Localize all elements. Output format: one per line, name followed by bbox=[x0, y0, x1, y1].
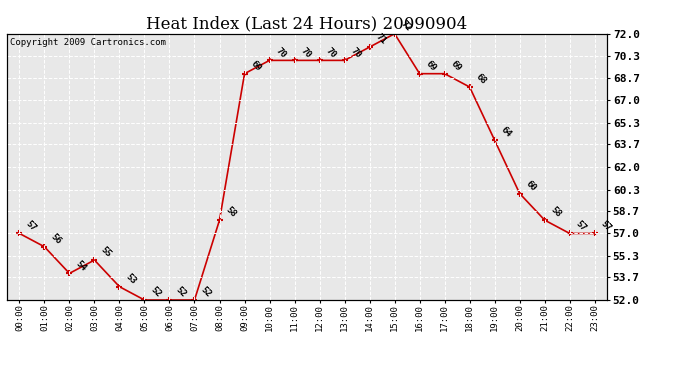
Text: 55: 55 bbox=[99, 245, 112, 259]
Text: 68: 68 bbox=[474, 72, 488, 86]
Text: 69: 69 bbox=[424, 59, 437, 73]
Text: 70: 70 bbox=[324, 46, 337, 60]
Text: 52: 52 bbox=[148, 285, 163, 299]
Text: Copyright 2009 Cartronics.com: Copyright 2009 Cartronics.com bbox=[10, 38, 166, 47]
Text: 57: 57 bbox=[574, 219, 588, 232]
Text: 64: 64 bbox=[499, 126, 513, 140]
Text: 70: 70 bbox=[299, 46, 313, 60]
Text: 58: 58 bbox=[549, 206, 563, 219]
Text: 69: 69 bbox=[448, 59, 463, 73]
Text: 52: 52 bbox=[174, 285, 188, 299]
Text: 60: 60 bbox=[524, 179, 538, 193]
Text: 53: 53 bbox=[124, 272, 137, 286]
Text: 57: 57 bbox=[23, 219, 37, 232]
Text: 72: 72 bbox=[399, 19, 413, 33]
Text: 70: 70 bbox=[274, 46, 288, 60]
Text: 57: 57 bbox=[599, 219, 613, 232]
Text: 52: 52 bbox=[199, 285, 213, 299]
Text: 58: 58 bbox=[224, 206, 237, 219]
Text: 69: 69 bbox=[248, 59, 263, 73]
Title: Heat Index (Last 24 Hours) 20090904: Heat Index (Last 24 Hours) 20090904 bbox=[146, 15, 468, 32]
Text: 70: 70 bbox=[348, 46, 363, 60]
Text: 71: 71 bbox=[374, 32, 388, 46]
Text: 56: 56 bbox=[48, 232, 63, 246]
Text: 54: 54 bbox=[74, 259, 88, 273]
